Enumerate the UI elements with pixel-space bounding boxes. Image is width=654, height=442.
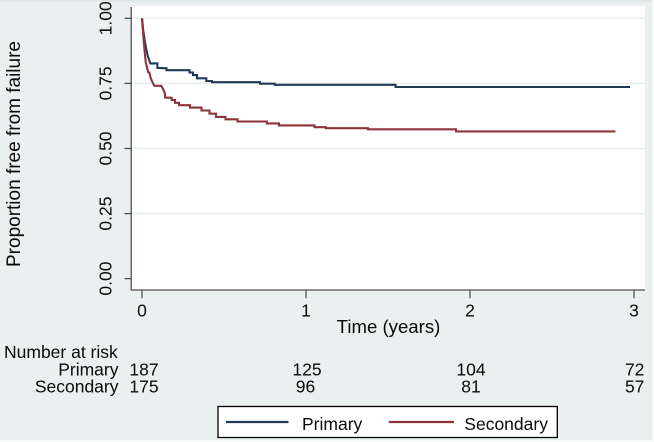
- svg-text:0: 0: [137, 301, 147, 321]
- svg-text:187: 187: [129, 360, 158, 380]
- svg-text:0.00: 0.00: [96, 261, 116, 295]
- svg-text:0.75: 0.75: [96, 66, 116, 100]
- svg-text:72: 72: [625, 360, 644, 380]
- svg-text:96: 96: [296, 377, 315, 397]
- svg-text:104: 104: [456, 360, 485, 380]
- svg-text:Proportion free from failure: Proportion free from failure: [4, 41, 25, 267]
- svg-text:1.00: 1.00: [96, 1, 116, 35]
- svg-text:175: 175: [129, 377, 158, 397]
- svg-text:81: 81: [461, 377, 480, 397]
- svg-text:Primary: Primary: [302, 414, 363, 434]
- svg-text:Secondary: Secondary: [464, 414, 548, 434]
- svg-text:Primary: Primary: [58, 360, 119, 380]
- svg-text:125: 125: [292, 360, 321, 380]
- svg-text:Time (years): Time (years): [337, 316, 441, 337]
- svg-text:0.50: 0.50: [96, 131, 116, 165]
- svg-text:3: 3: [629, 301, 639, 321]
- svg-text:Number at risk: Number at risk: [4, 342, 118, 362]
- svg-text:1: 1: [301, 301, 311, 321]
- svg-text:0.25: 0.25: [96, 197, 116, 231]
- svg-text:57: 57: [625, 377, 644, 397]
- svg-text:2: 2: [465, 301, 475, 321]
- svg-text:Secondary: Secondary: [35, 377, 119, 397]
